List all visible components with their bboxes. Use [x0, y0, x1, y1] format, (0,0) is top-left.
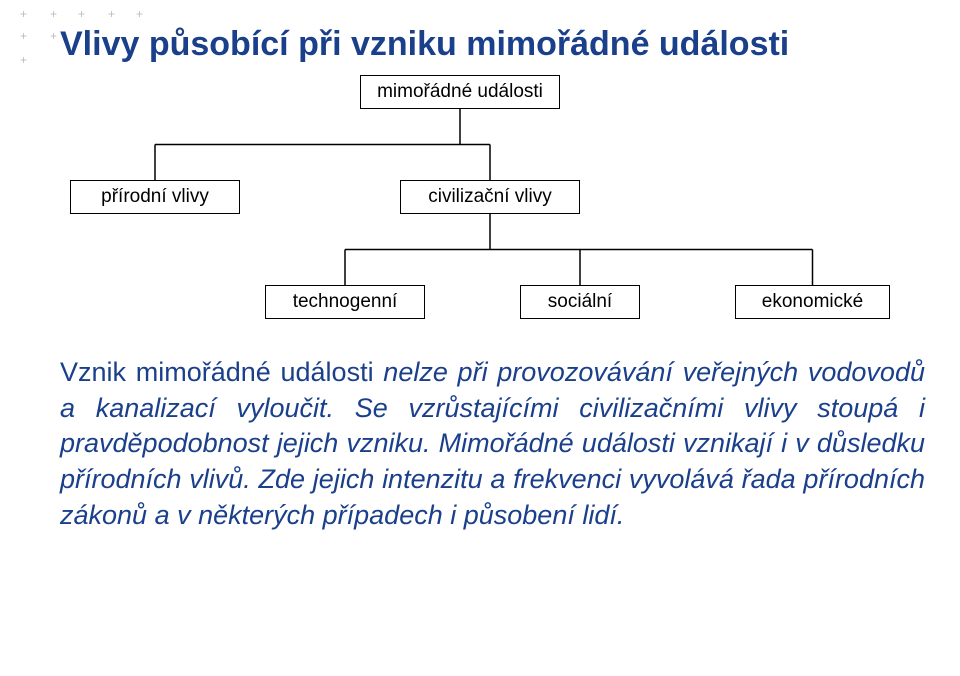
diagram-node-n21: technogenní — [265, 285, 425, 319]
plus-icon: + — [20, 8, 27, 20]
diagram-node-n23: ekonomické — [735, 285, 890, 319]
diagram-node-root: mimořádné události — [360, 75, 560, 109]
body-paragraph: Vznik mimořádné události nelze při provo… — [60, 355, 925, 533]
diagram-node-n1: přírodní vlivy — [70, 180, 240, 214]
diagram-node-n2: civilizační vlivy — [400, 180, 580, 214]
plus-icon: + — [50, 30, 57, 42]
plus-icon: + — [20, 54, 27, 66]
diagram-node-n22: sociální — [520, 285, 640, 319]
plus-icon: + — [136, 8, 143, 20]
body-span: Vznik mimořádné události — [60, 357, 383, 387]
page-title: Vlivy působící při vzniku mimořádné udál… — [60, 25, 789, 64]
hierarchy-diagram: mimořádné události přírodní vlivy civiliza… — [70, 75, 900, 345]
plus-icon: + — [78, 8, 85, 20]
plus-icon: + — [20, 30, 27, 42]
plus-icon: + — [50, 8, 57, 20]
plus-icon: + — [108, 8, 115, 20]
